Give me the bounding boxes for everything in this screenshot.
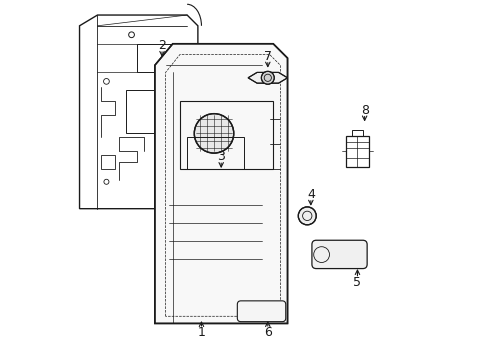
Text: 6: 6	[264, 326, 271, 339]
Text: 2: 2	[158, 39, 165, 52]
Polygon shape	[155, 44, 287, 323]
FancyBboxPatch shape	[311, 240, 366, 269]
Text: 1: 1	[197, 326, 205, 339]
Circle shape	[298, 207, 316, 225]
Text: 7: 7	[263, 50, 271, 63]
Circle shape	[261, 71, 274, 84]
Text: 4: 4	[306, 188, 314, 201]
FancyBboxPatch shape	[237, 301, 285, 321]
Text: 8: 8	[360, 104, 368, 117]
Text: 3: 3	[217, 150, 224, 163]
Circle shape	[194, 114, 233, 153]
Text: 5: 5	[353, 276, 361, 289]
Polygon shape	[247, 72, 287, 83]
